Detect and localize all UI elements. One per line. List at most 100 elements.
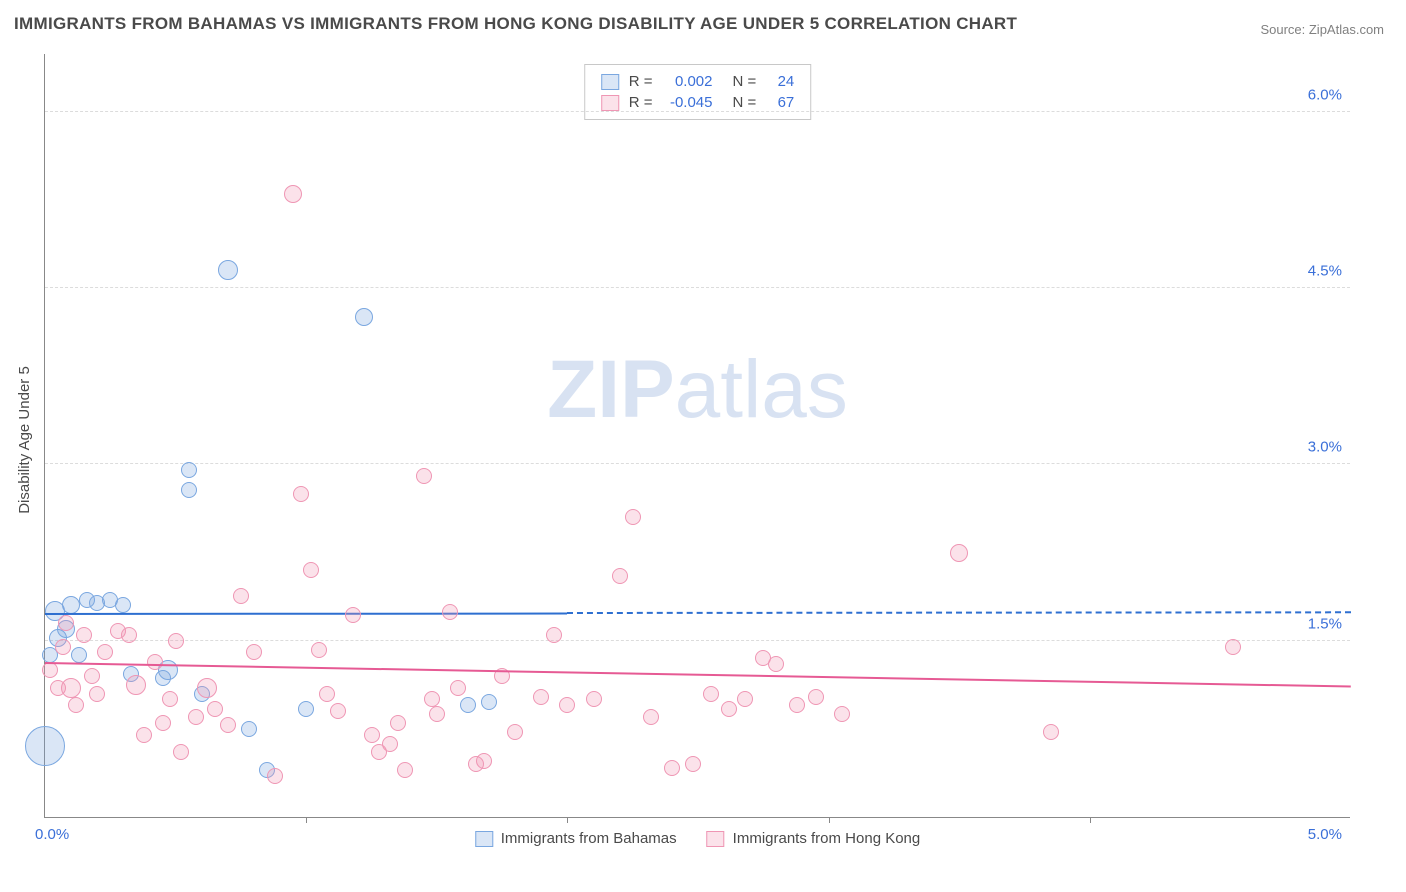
scatter-point xyxy=(442,604,458,620)
watermark-bold: ZIP xyxy=(547,344,675,435)
scatter-point xyxy=(97,644,113,660)
legend-r-value: 0.002 xyxy=(663,73,713,90)
scatter-point xyxy=(476,753,492,769)
legend-series-item: Immigrants from Bahamas xyxy=(475,830,677,847)
scatter-point xyxy=(416,468,432,484)
scatter-point xyxy=(155,715,171,731)
legend-r-label: R = xyxy=(629,94,653,111)
trend-line xyxy=(45,662,1351,688)
scatter-point xyxy=(162,691,178,707)
scatter-point xyxy=(685,756,701,772)
grid-line xyxy=(45,111,1350,112)
scatter-point xyxy=(808,689,824,705)
legend-series-row: Immigrants from Bahamas Immigrants from H… xyxy=(475,830,920,847)
scatter-point xyxy=(382,736,398,752)
source-attribution: Source: ZipAtlas.com xyxy=(1260,22,1384,37)
scatter-point xyxy=(136,727,152,743)
scatter-point xyxy=(293,486,309,502)
y-axis-tick-label: 4.5% xyxy=(1308,263,1342,280)
scatter-point xyxy=(267,768,283,784)
scatter-point xyxy=(397,762,413,778)
scatter-point xyxy=(643,709,659,725)
scatter-point xyxy=(207,701,223,717)
scatter-point xyxy=(42,662,58,678)
scatter-point xyxy=(586,691,602,707)
legend-n-label: N = xyxy=(733,73,757,90)
grid-line xyxy=(45,640,1350,641)
scatter-point xyxy=(55,639,71,655)
scatter-point xyxy=(330,703,346,719)
scatter-point xyxy=(84,668,100,684)
scatter-point xyxy=(126,675,146,695)
scatter-point xyxy=(703,686,719,702)
scatter-point xyxy=(390,715,406,731)
scatter-point xyxy=(450,680,466,696)
scatter-point xyxy=(241,721,257,737)
scatter-point xyxy=(115,597,131,613)
grid-line xyxy=(45,463,1350,464)
scatter-point xyxy=(61,678,81,698)
legend-swatch xyxy=(601,95,619,111)
scatter-point xyxy=(168,633,184,649)
scatter-point xyxy=(173,744,189,760)
scatter-point xyxy=(89,686,105,702)
scatter-point xyxy=(664,760,680,776)
scatter-point xyxy=(345,607,361,623)
scatter-point xyxy=(303,562,319,578)
scatter-point xyxy=(507,724,523,740)
scatter-point xyxy=(147,654,163,670)
chart-title: IMMIGRANTS FROM BAHAMAS VS IMMIGRANTS FR… xyxy=(14,14,1017,34)
scatter-point xyxy=(559,697,575,713)
y-axis-tick-label: 6.0% xyxy=(1308,86,1342,103)
trend-line-dashed xyxy=(567,612,1351,615)
legend-series-label: Immigrants from Hong Kong xyxy=(733,830,921,847)
trend-line xyxy=(45,612,567,614)
scatter-point xyxy=(25,726,65,766)
legend-swatch xyxy=(475,831,493,847)
watermark-text: ZIPatlas xyxy=(547,343,848,437)
legend-stat-row: R = 0.002 N = 24 xyxy=(601,71,795,92)
scatter-point xyxy=(71,647,87,663)
x-axis-tick xyxy=(567,817,568,823)
scatter-point xyxy=(460,697,476,713)
legend-n-value: 24 xyxy=(766,73,794,90)
legend-series-label: Immigrants from Bahamas xyxy=(501,830,677,847)
grid-line xyxy=(45,287,1350,288)
scatter-point xyxy=(789,697,805,713)
scatter-point xyxy=(950,544,968,562)
scatter-point xyxy=(197,678,217,698)
scatter-point xyxy=(188,709,204,725)
scatter-point xyxy=(284,185,302,203)
scatter-point xyxy=(364,727,380,743)
scatter-point xyxy=(319,686,335,702)
scatter-point xyxy=(246,644,262,660)
y-axis-tick-label: 1.5% xyxy=(1308,615,1342,632)
chart-plot-area: ZIPatlas R =0.002N =24R =-0.045N =67 0.0… xyxy=(44,54,1350,818)
legend-series-item: Immigrants from Hong Kong xyxy=(707,830,921,847)
scatter-point xyxy=(181,462,197,478)
scatter-point xyxy=(625,509,641,525)
scatter-point xyxy=(768,656,784,672)
scatter-point xyxy=(533,689,549,705)
scatter-point xyxy=(76,627,92,643)
scatter-point xyxy=(1043,724,1059,740)
x-axis-tick xyxy=(829,817,830,823)
scatter-point xyxy=(721,701,737,717)
legend-swatch xyxy=(601,74,619,90)
scatter-point xyxy=(311,642,327,658)
scatter-point xyxy=(737,691,753,707)
scatter-point xyxy=(298,701,314,717)
scatter-point xyxy=(612,568,628,584)
scatter-point xyxy=(68,697,84,713)
scatter-point xyxy=(62,596,80,614)
scatter-point xyxy=(58,615,74,631)
legend-r-label: R = xyxy=(629,73,653,90)
scatter-point xyxy=(546,627,562,643)
x-axis-max-label: 5.0% xyxy=(1308,826,1342,843)
legend-r-value: -0.045 xyxy=(663,94,713,111)
scatter-point xyxy=(834,706,850,722)
watermark-light: atlas xyxy=(675,344,848,435)
x-axis-min-label: 0.0% xyxy=(35,826,69,843)
scatter-point xyxy=(220,717,236,733)
x-axis-tick xyxy=(1090,817,1091,823)
